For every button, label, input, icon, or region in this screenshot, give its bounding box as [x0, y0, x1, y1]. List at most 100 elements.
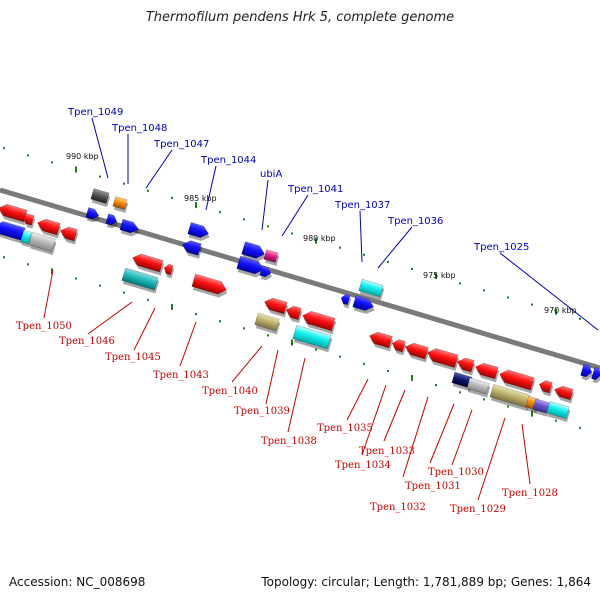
gene-label-forward[interactable]: Tpen_1044	[200, 155, 256, 166]
scale-tick	[555, 308, 557, 315]
scale-label: 975 kbp	[423, 271, 456, 280]
gene-label-reverse[interactable]: Tpen_1033	[359, 446, 415, 457]
gene-label-reverse[interactable]: Tpen_1034	[335, 460, 391, 471]
gene-feature[interactable]	[497, 368, 536, 394]
gene-feature[interactable]	[455, 356, 477, 376]
gene-label-forward[interactable]: Tpen_1049	[67, 107, 123, 118]
gene-label-reverse[interactable]: Tpen_1040	[202, 386, 258, 397]
gene-label-forward[interactable]: Tpen_1037	[334, 200, 390, 211]
scale-tick	[459, 391, 461, 394]
gene-feature[interactable]	[119, 218, 142, 238]
gene-feature[interactable]	[339, 293, 352, 309]
gene-feature[interactable]	[580, 363, 596, 382]
gene-feature[interactable]	[552, 384, 575, 404]
scale-tick	[171, 303, 173, 310]
gene-feature[interactable]	[367, 330, 394, 352]
gene-label-reverse[interactable]: Tpen_1035	[317, 423, 373, 434]
scale-tick	[267, 225, 269, 228]
gene-feature[interactable]	[358, 278, 385, 301]
gene-feature[interactable]	[162, 263, 175, 279]
gene-label-reverse[interactable]: Tpen_1030	[428, 467, 484, 478]
gene-feature[interactable]	[187, 222, 212, 243]
scale-tick	[195, 313, 197, 316]
gene-label-forward[interactable]: Tpen_1041	[287, 184, 343, 195]
leader-line	[261, 179, 269, 231]
gene-label-reverse[interactable]: Tpen_1032	[370, 502, 426, 513]
gene-feature[interactable]	[180, 239, 203, 259]
gene-feature[interactable]	[537, 379, 554, 397]
gene-feature[interactable]	[90, 188, 111, 207]
forward-gene-labels: Tpen_1049 Tpen_1048 Tpen_1047 Tpen_1044 …	[67, 107, 529, 253]
scale-tick	[171, 196, 173, 199]
gene-feature[interactable]	[130, 252, 165, 276]
gene-feature[interactable]	[473, 361, 500, 383]
gene-feature[interactable]	[28, 232, 57, 256]
gene-feature[interactable]	[259, 265, 274, 282]
gene-feature[interactable]	[85, 207, 102, 224]
gene-feature[interactable]	[35, 217, 62, 239]
gene-feature[interactable]	[21, 213, 36, 229]
gene-feature[interactable]	[532, 398, 551, 417]
gene-feature[interactable]	[0, 220, 27, 244]
gene-label-reverse[interactable]: Tpen_1050	[16, 321, 72, 332]
gene-feature[interactable]	[300, 309, 337, 335]
gene-feature[interactable]	[58, 225, 80, 245]
gene-label-forward[interactable]: Tpen_1025	[473, 242, 529, 253]
gene-feature[interactable]	[292, 324, 333, 353]
scale-tick	[483, 289, 485, 292]
scale-label: 985 kbp	[184, 194, 217, 203]
gene-feature[interactable]	[284, 304, 304, 324]
scale-tick	[267, 334, 269, 337]
gene-feature[interactable]	[121, 267, 160, 294]
gene-feature[interactable]	[352, 295, 377, 316]
gene-label-forward[interactable]: Tpen_1036	[387, 216, 443, 227]
leader-line	[179, 321, 197, 367]
leader-line	[205, 165, 217, 211]
gene-feature[interactable]	[403, 341, 430, 363]
gene-feature[interactable]	[489, 384, 532, 412]
gene-feature[interactable]	[20, 229, 34, 248]
gene-feature[interactable]	[263, 249, 280, 266]
leader-line	[377, 226, 413, 269]
gene-label-reverse[interactable]: Tpen_1043	[153, 370, 209, 381]
gene-label-reverse[interactable]: Tpen_1029	[450, 504, 506, 515]
gene-feature[interactable]	[466, 377, 491, 398]
leader-line	[359, 210, 363, 263]
scale-tick	[219, 320, 221, 323]
gene-feature[interactable]	[254, 312, 281, 335]
gene-label-reverse[interactable]: Tpen_1038	[261, 436, 317, 447]
gene-label-reverse[interactable]: Tpen_1045	[105, 352, 161, 363]
gene-feature[interactable]	[112, 196, 129, 213]
leader-line	[477, 417, 506, 501]
scale-tick	[243, 327, 245, 330]
scale-tick	[555, 419, 557, 422]
gene-feature[interactable]	[191, 273, 230, 300]
leader-line	[451, 409, 473, 466]
scale-tick	[27, 263, 29, 266]
leader-line	[281, 194, 309, 237]
gene-label-forward[interactable]: Tpen_1047	[153, 139, 209, 150]
gene-label-reverse[interactable]: Tpen_1039	[234, 406, 290, 417]
leader-line	[383, 389, 406, 442]
gene-label-reverse[interactable]: Tpen_1028	[502, 488, 558, 499]
gene-feature[interactable]	[546, 401, 571, 423]
leader-line	[521, 423, 531, 485]
gene-feature[interactable]	[105, 213, 120, 230]
scale-tick	[579, 426, 581, 429]
scale-tick	[99, 284, 101, 287]
gene-label-forward[interactable]: ubiA	[260, 169, 282, 180]
leader-line	[145, 149, 173, 189]
scale-tick	[3, 256, 5, 259]
gene-feature[interactable]	[236, 255, 267, 279]
gene-label-reverse[interactable]: Tpen_1031	[405, 481, 461, 492]
scale-tick	[27, 154, 29, 157]
gene-feature[interactable]	[390, 338, 407, 356]
gene-label-reverse[interactable]: Tpen_1046	[59, 336, 115, 347]
scale-tick	[459, 282, 461, 285]
gene-feature[interactable]	[425, 347, 460, 371]
gene-label-forward[interactable]: Tpen_1048	[111, 123, 167, 134]
gene-feature[interactable]	[241, 241, 269, 264]
scale-tick	[195, 202, 197, 209]
gene-feature[interactable]	[262, 296, 289, 318]
scale-tick	[363, 253, 365, 256]
